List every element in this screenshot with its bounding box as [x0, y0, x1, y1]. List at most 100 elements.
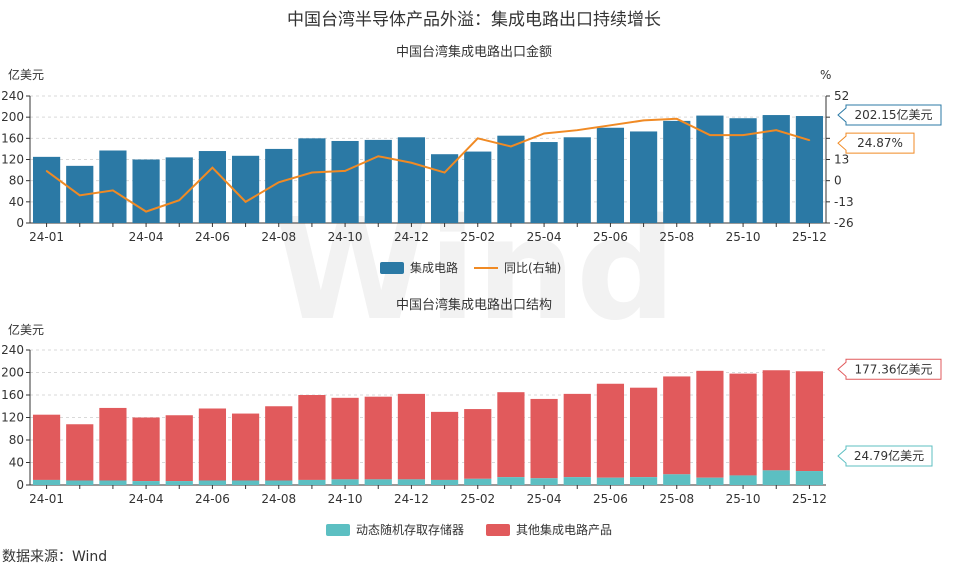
- bar-ic: [563, 137, 591, 223]
- yoy-point: [277, 181, 280, 184]
- callout-yoy-box: [837, 132, 915, 154]
- bar-other: [132, 417, 160, 482]
- y-tick-label: 240: [1, 343, 24, 357]
- yoy-point: [211, 166, 214, 169]
- yoy-point: [675, 117, 678, 120]
- bar-dram: [696, 477, 724, 485]
- callout-dram-label: 24.79亿美元: [854, 448, 924, 463]
- bar-other: [663, 376, 691, 475]
- bar-other: [596, 383, 625, 478]
- y-tick-label: 0: [16, 216, 24, 230]
- legend-other-swatch: [486, 524, 510, 536]
- bar-dram: [795, 471, 824, 485]
- x-tick-label: 25-08: [659, 230, 694, 244]
- bar-dram: [563, 477, 591, 485]
- bar-dram: [397, 479, 426, 485]
- chart1-title: 中国台湾集成电路出口金额: [396, 44, 552, 60]
- y-tick-label: 200: [1, 366, 24, 380]
- bar-other: [430, 411, 459, 480]
- chart1-right-axis-unit: %: [820, 68, 831, 82]
- bar-dram: [762, 470, 790, 485]
- y-tick-label: 240: [1, 89, 24, 103]
- y-tick-label: 0: [16, 478, 24, 492]
- bar-ic: [530, 142, 558, 223]
- bar-other: [696, 370, 724, 478]
- bar-other: [165, 415, 193, 482]
- bar-other: [530, 398, 558, 479]
- bar-dram: [497, 477, 525, 485]
- x-tick-label: 24-10: [328, 230, 363, 244]
- yoy-point: [145, 210, 147, 213]
- x-tick-label: 25-12: [792, 492, 827, 506]
- bar-dram: [32, 479, 61, 485]
- x-tick-label: 24-12: [394, 230, 429, 244]
- bar-dram: [298, 479, 326, 485]
- x-tick-label: 24-12: [394, 492, 429, 506]
- x-tick-label: 25-08: [659, 492, 694, 506]
- bar-ic: [132, 159, 160, 223]
- bar-other: [66, 424, 94, 481]
- chart2-title: 中国台湾集成电路出口结构: [396, 297, 552, 313]
- yoy-point: [377, 155, 380, 158]
- y-tick-label: 160: [1, 131, 24, 145]
- legend-dram-swatch: [326, 524, 350, 536]
- bar-dram: [430, 479, 459, 485]
- y-tick-label: 200: [1, 110, 24, 124]
- x-tick-label: 24-08: [261, 230, 296, 244]
- x-tick-label: 24-01: [29, 492, 64, 506]
- x-tick-label: 25-10: [726, 492, 761, 506]
- x-tick-label: 25-12: [792, 230, 827, 244]
- x-tick-label: 24-04: [129, 230, 164, 244]
- yoy-line: [45, 117, 810, 213]
- bar-other: [265, 406, 293, 481]
- x-tick-label: 24-06: [195, 492, 230, 506]
- bar-other: [397, 393, 426, 480]
- bar-dram: [464, 478, 492, 485]
- bar-other: [32, 414, 61, 480]
- bar-ic: [430, 154, 459, 223]
- bar-other: [198, 408, 227, 481]
- callout-dram-box: [837, 445, 933, 467]
- callout-ic-label: 202.15亿美元: [855, 107, 933, 122]
- bar-ic: [198, 151, 227, 223]
- bar-ic: [231, 155, 260, 223]
- y-tick-label: 120: [1, 411, 24, 425]
- chart1-plot: 0 40 80 120 160 200 240 24-01 24-04 24-06 24-08 24-…: [1, 89, 942, 275]
- bar-other: [762, 370, 790, 471]
- y-tick-label: 80: [9, 433, 24, 447]
- yoy-point: [808, 139, 811, 141]
- yoy-point: [742, 134, 744, 136]
- bar-ic: [364, 139, 392, 223]
- yoy-point: [410, 161, 413, 164]
- chart2-left-axis-unit: 亿美元: [8, 322, 44, 337]
- x-tick-label: 25-04: [527, 230, 562, 244]
- y2-tick-label: 0: [834, 174, 842, 188]
- bar-dram: [265, 480, 293, 485]
- bar-other: [729, 373, 757, 476]
- callout-other-box: [837, 358, 942, 380]
- bar-dram: [66, 480, 94, 485]
- bar-other: [231, 413, 260, 481]
- bar-other: [464, 409, 492, 479]
- y2-tick-label: -26: [834, 216, 854, 230]
- bar-ic: [596, 127, 625, 223]
- y-tick-label: 40: [9, 456, 24, 470]
- bar-ic: [99, 150, 127, 223]
- y-tick-label: 80: [9, 174, 24, 188]
- bar-dram: [364, 479, 392, 485]
- bar-ic: [795, 116, 824, 223]
- yoy-point: [709, 134, 711, 136]
- yoy-point: [476, 137, 479, 140]
- bar-other: [563, 393, 591, 478]
- y-tick-label: 120: [1, 153, 24, 167]
- bar-ic: [629, 131, 658, 223]
- bar-dram: [596, 477, 625, 485]
- y2-tick-label: 52: [834, 89, 849, 103]
- bar-other: [795, 371, 824, 472]
- bar-ic: [397, 137, 426, 223]
- yoy-point: [45, 170, 48, 172]
- bar-ic: [464, 151, 492, 223]
- bar-other: [331, 397, 359, 480]
- yoy-point: [244, 201, 247, 203]
